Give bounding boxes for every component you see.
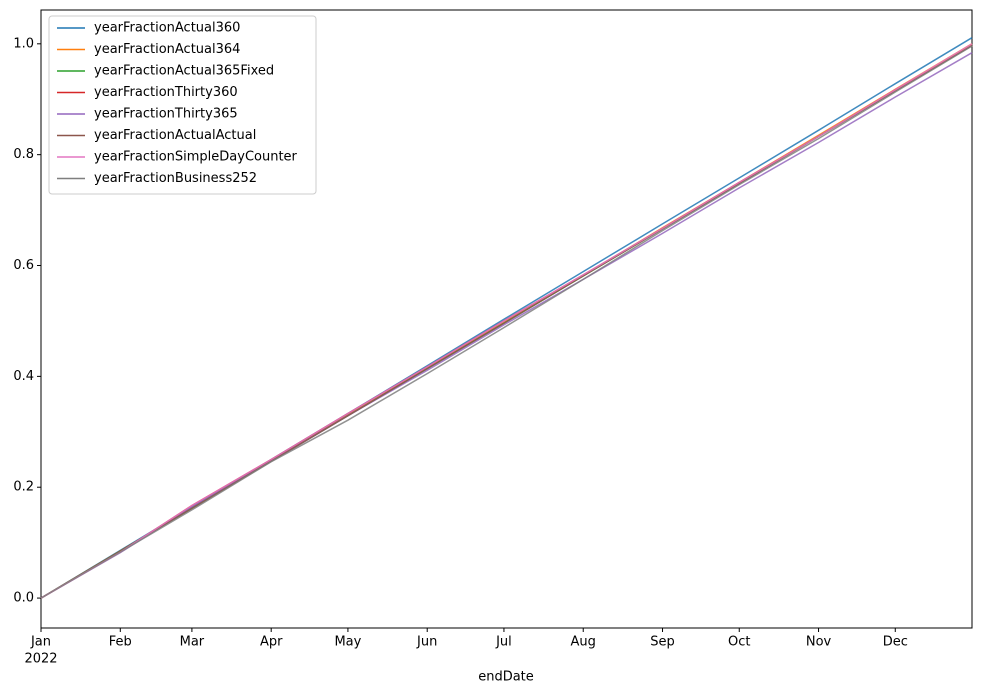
y-tick-label: 0.6 bbox=[13, 258, 34, 273]
x-tick-label: May bbox=[334, 635, 361, 650]
x-tick-label: Oct bbox=[728, 635, 750, 650]
legend-label: yearFractionBusiness252 bbox=[94, 171, 257, 186]
legend-label: yearFractionSimpleDayCounter bbox=[94, 150, 298, 165]
x-tick-label: Jan bbox=[30, 635, 51, 650]
y-tick-label: 1.0 bbox=[13, 36, 34, 51]
series-line bbox=[40, 52, 973, 599]
series-line bbox=[40, 45, 973, 599]
x-tick-label: Aug bbox=[571, 635, 596, 650]
x-tick-label: Dec bbox=[883, 635, 908, 650]
y-tick-label: 0.8 bbox=[13, 147, 34, 162]
y-tick-label: 0.0 bbox=[13, 591, 34, 606]
x-tick-label: Nov bbox=[806, 635, 832, 650]
legend-label: yearFractionActual360 bbox=[94, 21, 240, 36]
y-tick-label: 0.2 bbox=[13, 480, 34, 495]
x-tick-label: Feb bbox=[109, 635, 132, 650]
x-tick-label: Mar bbox=[180, 635, 205, 650]
x-year-label: 2022 bbox=[24, 652, 57, 667]
legend-label: yearFractionActualActual bbox=[94, 128, 256, 143]
y-tick-label: 0.4 bbox=[13, 369, 34, 384]
plot-frame bbox=[40, 9, 973, 629]
x-axis-label: endDate bbox=[478, 670, 534, 685]
x-tick-label: Sep bbox=[650, 635, 675, 650]
series-line bbox=[40, 43, 973, 599]
x-tick-label: Apr bbox=[260, 635, 283, 650]
legend-box bbox=[48, 15, 317, 195]
x-tick-label: Jul bbox=[495, 635, 512, 650]
legend-label: yearFractionThirty365 bbox=[94, 107, 238, 122]
legend-label: yearFractionActual365Fixed bbox=[94, 64, 274, 79]
legend-label: yearFractionThirty360 bbox=[94, 85, 238, 100]
legend-label: yearFractionActual364 bbox=[94, 42, 240, 57]
x-tick-label: Jun bbox=[416, 635, 437, 650]
